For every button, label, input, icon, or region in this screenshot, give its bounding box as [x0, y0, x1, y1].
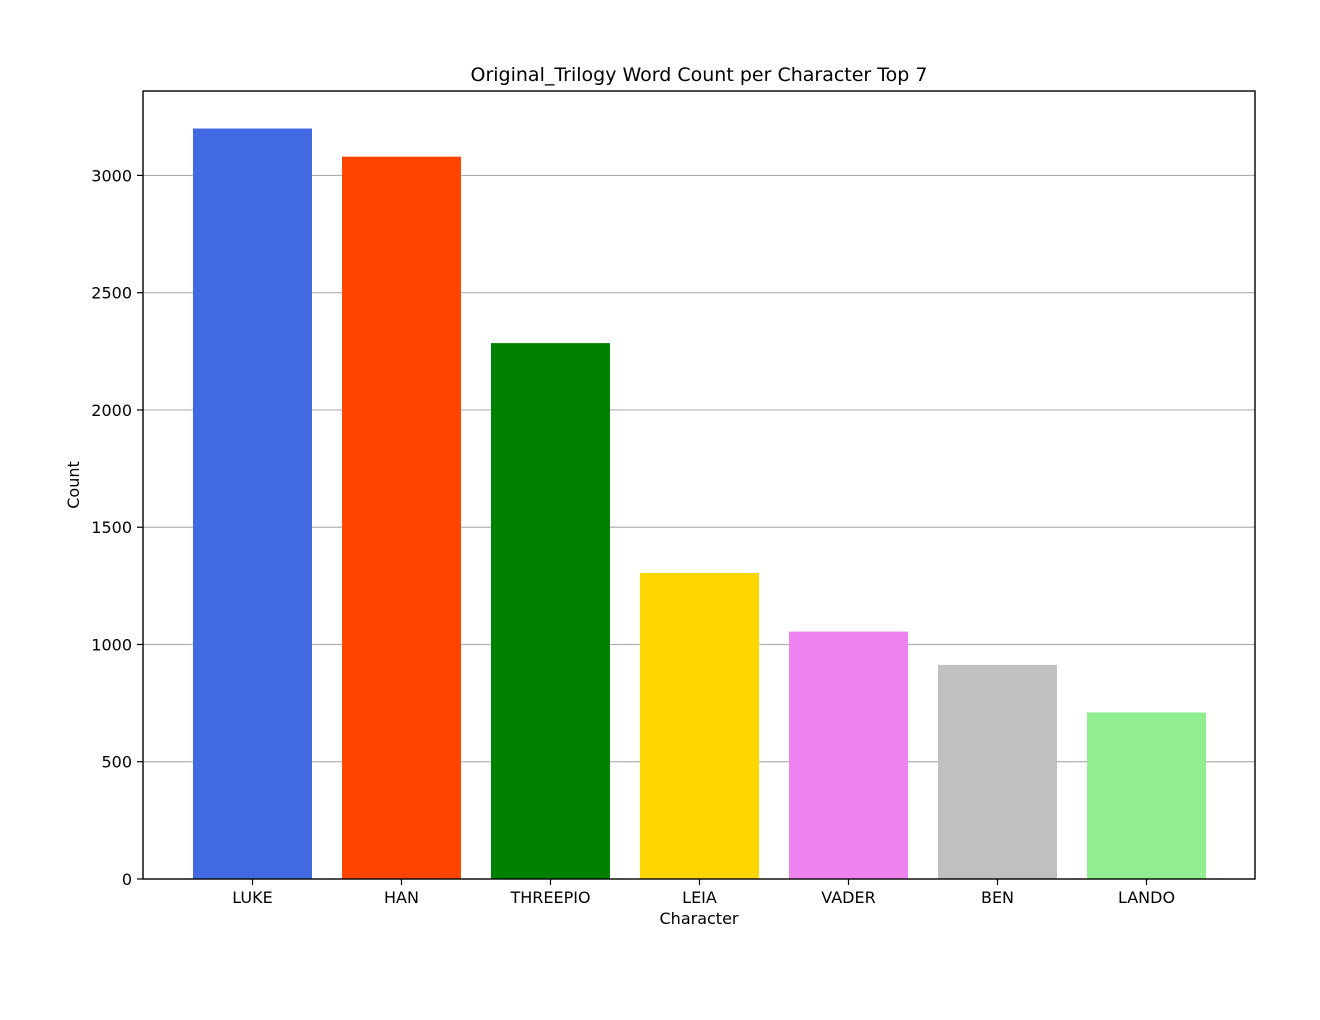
- x-tick-label: BEN: [981, 888, 1014, 907]
- bar-han: [342, 156, 461, 879]
- x-tick-label: LUKE: [232, 888, 272, 907]
- y-axis-ticks: 0 500 1000 1500 2000 2500 3000: [91, 166, 143, 889]
- bar-leia: [640, 572, 759, 879]
- bars: [193, 128, 1206, 879]
- x-tick-label: LANDO: [1118, 888, 1175, 907]
- chart-title: Original_Trilogy Word Count per Characte…: [471, 64, 928, 86]
- grid-lines: [143, 174, 1255, 763]
- y-axis-label: Count: [64, 461, 83, 509]
- bar-ben: [938, 664, 1057, 879]
- y-tick-label: 1000: [91, 635, 132, 654]
- x-axis-label: Character: [660, 909, 739, 928]
- y-tick-label: 1500: [91, 518, 132, 537]
- y-tick-label: 2000: [91, 401, 132, 420]
- x-tick-label: VADER: [821, 888, 875, 907]
- x-tick-label: THREEPIO: [509, 888, 590, 907]
- y-tick-label: 0: [122, 870, 132, 889]
- y-tick-label: 3000: [91, 166, 132, 185]
- x-tick-label: LEIA: [682, 888, 717, 907]
- bar-threepio: [491, 343, 610, 879]
- x-axis-ticks: LUKE HAN THREEPIO LEIA VADER BEN LANDO: [232, 879, 1175, 907]
- bar-lando: [1087, 712, 1206, 879]
- y-tick-label: 2500: [91, 284, 132, 303]
- bar-vader: [789, 631, 908, 879]
- bar-luke: [193, 128, 312, 879]
- x-tick-label: HAN: [384, 888, 419, 907]
- y-tick-label: 500: [101, 753, 132, 772]
